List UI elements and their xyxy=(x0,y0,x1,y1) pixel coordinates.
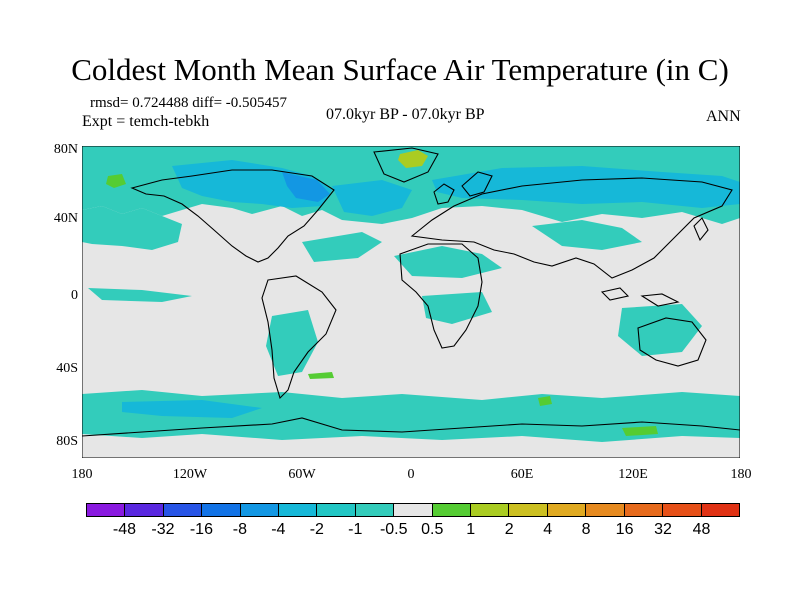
colorbar-cell xyxy=(354,504,394,516)
anomaly-region-south-warm-1 xyxy=(538,396,552,406)
colorbar-label: 32 xyxy=(654,521,672,538)
colorbar-label: -2 xyxy=(309,521,324,538)
anomaly-region-south-america xyxy=(266,310,318,376)
anomaly-region-greenland-warm xyxy=(398,150,428,168)
anomaly-region-north-pacific xyxy=(82,206,182,250)
coast-antarctica xyxy=(82,417,740,437)
colorbar-label: -4 xyxy=(271,521,286,538)
period-label: 07.0kyr BP - 07.0kyr BP xyxy=(326,106,485,123)
coast-australia xyxy=(637,317,707,367)
colorbar-cell xyxy=(470,504,509,516)
coast-japan-indonesia xyxy=(600,217,709,307)
colorbar-cell xyxy=(87,504,125,516)
coastlines xyxy=(82,147,740,437)
lat-tick-40s: 40S xyxy=(56,361,78,376)
coast-north-america xyxy=(130,169,335,263)
colorbar-label: 2 xyxy=(504,521,514,538)
colorbar-label: 0.5 xyxy=(421,521,444,538)
anomaly-region-canada-strong xyxy=(172,160,332,208)
lon-tick-180w: 180 xyxy=(71,467,93,482)
colorbar-cell xyxy=(431,504,471,516)
lon-tick-120e: 120E xyxy=(618,467,648,482)
anomaly-region-south-warm-3 xyxy=(308,372,334,379)
anomaly-region-sahara xyxy=(394,246,502,278)
colorbar-label: 4 xyxy=(543,521,553,538)
colorbar-label: -48 xyxy=(112,521,137,538)
colorbar-label: -32 xyxy=(151,521,175,538)
anomaly-region-alaska-warm xyxy=(106,174,126,188)
coast-eurasia xyxy=(410,177,733,279)
colorbar-cell xyxy=(162,504,202,516)
colorbar-label: 16 xyxy=(615,521,634,538)
anomaly-region-eurasia xyxy=(432,166,740,208)
anomaly-region-south-warm-2 xyxy=(622,426,658,436)
coast-uk-scandinavia xyxy=(433,171,493,205)
anomaly-region-west-indian xyxy=(422,292,492,324)
anomaly-region-southern-strong xyxy=(122,400,262,418)
anomaly-region-north-atlantic xyxy=(332,180,412,216)
map-title: Coldest Month Mean Surface Air Temperatu… xyxy=(71,52,729,87)
lat-tick-40n: 40N xyxy=(53,211,78,226)
coast-south-america xyxy=(261,275,337,400)
lon-tick-120w: 120W xyxy=(172,467,208,482)
experiment-label: Expt = temch-tebkh xyxy=(82,113,210,130)
colorbar-cell xyxy=(393,504,432,516)
colorbar-cell xyxy=(201,504,240,516)
coast-africa xyxy=(399,243,483,349)
coast-greenland xyxy=(373,147,439,183)
colorbar-cell xyxy=(700,504,739,516)
lon-tick-0: 0 xyxy=(407,467,415,482)
anomaly-region-atlantic-mid xyxy=(302,232,382,262)
colorbar-label: 48 xyxy=(692,521,711,538)
anomaly-region-southern-ocean xyxy=(82,390,740,442)
world-anomaly-map xyxy=(82,146,740,458)
anomaly-region-asia-south xyxy=(532,220,642,250)
lat-tick-80n: 80N xyxy=(53,142,78,157)
lon-tick-180e: 180 xyxy=(730,467,752,482)
lon-tick-60w: 60W xyxy=(288,467,316,482)
colorbar-cell xyxy=(585,504,624,516)
colorbar-label: 8 xyxy=(581,521,591,538)
colorbar-label: -8 xyxy=(232,521,247,538)
colorbar-cell xyxy=(124,504,163,516)
lat-tick-0: 0 xyxy=(71,288,78,303)
colorbar-cell xyxy=(546,504,586,516)
map-panel xyxy=(82,146,740,458)
colorbar-label: -0.5 xyxy=(379,521,408,538)
stats-line: rmsd= 0.724488 diff= -0.505457 xyxy=(90,95,288,111)
colorbar xyxy=(86,503,740,517)
anomaly-region-east-pacific xyxy=(88,288,192,302)
colorbar-label: -16 xyxy=(189,521,213,538)
colorbar-cell xyxy=(508,504,547,516)
anomaly-region-hudson xyxy=(282,172,330,202)
lon-tick-60e: 60E xyxy=(510,467,534,482)
colorbar-cell xyxy=(662,504,701,516)
colorbar-cell xyxy=(239,504,279,516)
colorbar-cell xyxy=(623,504,663,516)
season-label: ANN xyxy=(706,108,741,125)
colorbar-cell xyxy=(316,504,355,516)
colorbar-label: 1 xyxy=(466,521,476,538)
lat-tick-80s: 80S xyxy=(56,434,78,449)
colorbar-cell xyxy=(278,504,317,516)
colorbar-label: -1 xyxy=(348,521,363,538)
